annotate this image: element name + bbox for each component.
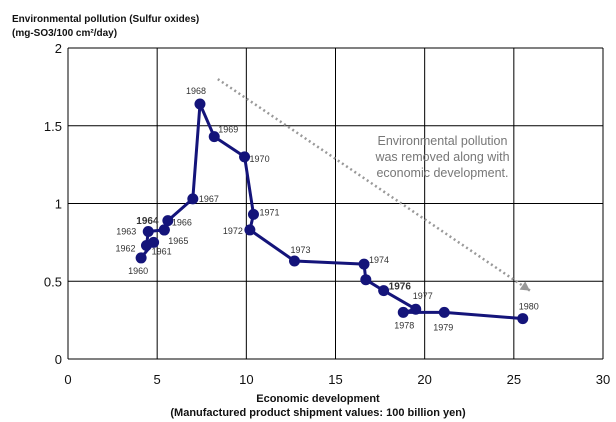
annotation-line: Environmental pollution [377,134,508,148]
annotation-line: was removed along with [375,150,510,164]
y-tick-label: 0.5 [44,274,62,289]
year-label-1965: 1965 [168,236,188,246]
y-tick-label: 0 [55,352,62,367]
year-label-1980: 1980 [519,302,539,312]
x-axis-label-line2: (Manufactured product shipment values: 1… [170,407,466,419]
annotation-line: economic development. [376,166,509,180]
data-point-1980 [517,313,529,325]
year-label-1963: 1963 [116,226,136,236]
data-series [135,98,529,325]
x-tick-label: 20 [417,372,431,387]
x-tick-label: 0 [64,372,71,387]
y-axis-label-line2: (mg-SO3/100 cm²/day) [12,28,118,39]
data-point-1972 [244,224,256,236]
year-label-1974: 1974 [369,255,389,265]
x-tick-label: 10 [239,372,253,387]
data-point-1966 [162,215,174,227]
x-axis-label-line1: Economic development [256,393,380,405]
year-label-1961: 1961 [152,246,172,256]
year-label-1977: 1977 [413,291,433,301]
data-point-1976 [378,285,390,297]
year-label-1972: 1972 [223,226,243,236]
data-point-1967 [187,193,199,205]
year-label-1971: 1971 [259,207,279,217]
y-axis-label-line1: Environmental pollution (Sulfur oxides) [12,14,200,25]
year-label-1970: 1970 [250,154,270,164]
data-point-1975 [360,274,372,286]
year-label-1960: 1960 [128,266,148,276]
x-tick-label: 15 [328,372,342,387]
x-tick-label: 25 [507,372,521,387]
year-label-1966: 1966 [172,218,192,228]
grid [67,47,604,360]
y-tick-label: 2 [55,41,62,56]
y-tick-label: 1 [55,197,62,212]
x-tick-label: 5 [154,372,161,387]
y-tick-label: 1.5 [44,119,62,134]
data-point-1969 [208,131,220,143]
data-point-1977 [410,303,422,315]
data-point-1971 [247,208,259,220]
data-point-1974 [358,258,370,270]
data-point-1970 [239,151,251,163]
year-label-1978: 1978 [394,320,414,330]
data-point-1979 [438,306,450,318]
data-point-1965 [158,224,170,236]
year-label-1979: 1979 [433,322,453,332]
year-label-1967: 1967 [199,194,219,204]
trend-arrow-head [519,281,530,291]
data-point-1963 [142,225,154,237]
x-tick-label: 30 [596,372,610,387]
year-label-1964: 1964 [136,216,159,227]
data-point-1968 [194,98,206,110]
data-point-1973 [288,255,300,267]
year-label-1968: 1968 [186,86,206,96]
data-point-1962 [140,239,152,251]
year-label-1976: 1976 [389,282,412,293]
annotation: Environmental pollution was removed alon… [355,133,530,181]
year-label-1962: 1962 [115,243,135,253]
trend-arrow [217,78,531,292]
year-label-1969: 1969 [218,125,238,135]
data-point-1978 [397,306,409,318]
year-label-1973: 1973 [290,245,310,255]
data-point-1960 [135,252,147,264]
tick-labels: 0 5 10 15 20 25 30 0 0.5 1 1.5 2 [44,41,610,387]
